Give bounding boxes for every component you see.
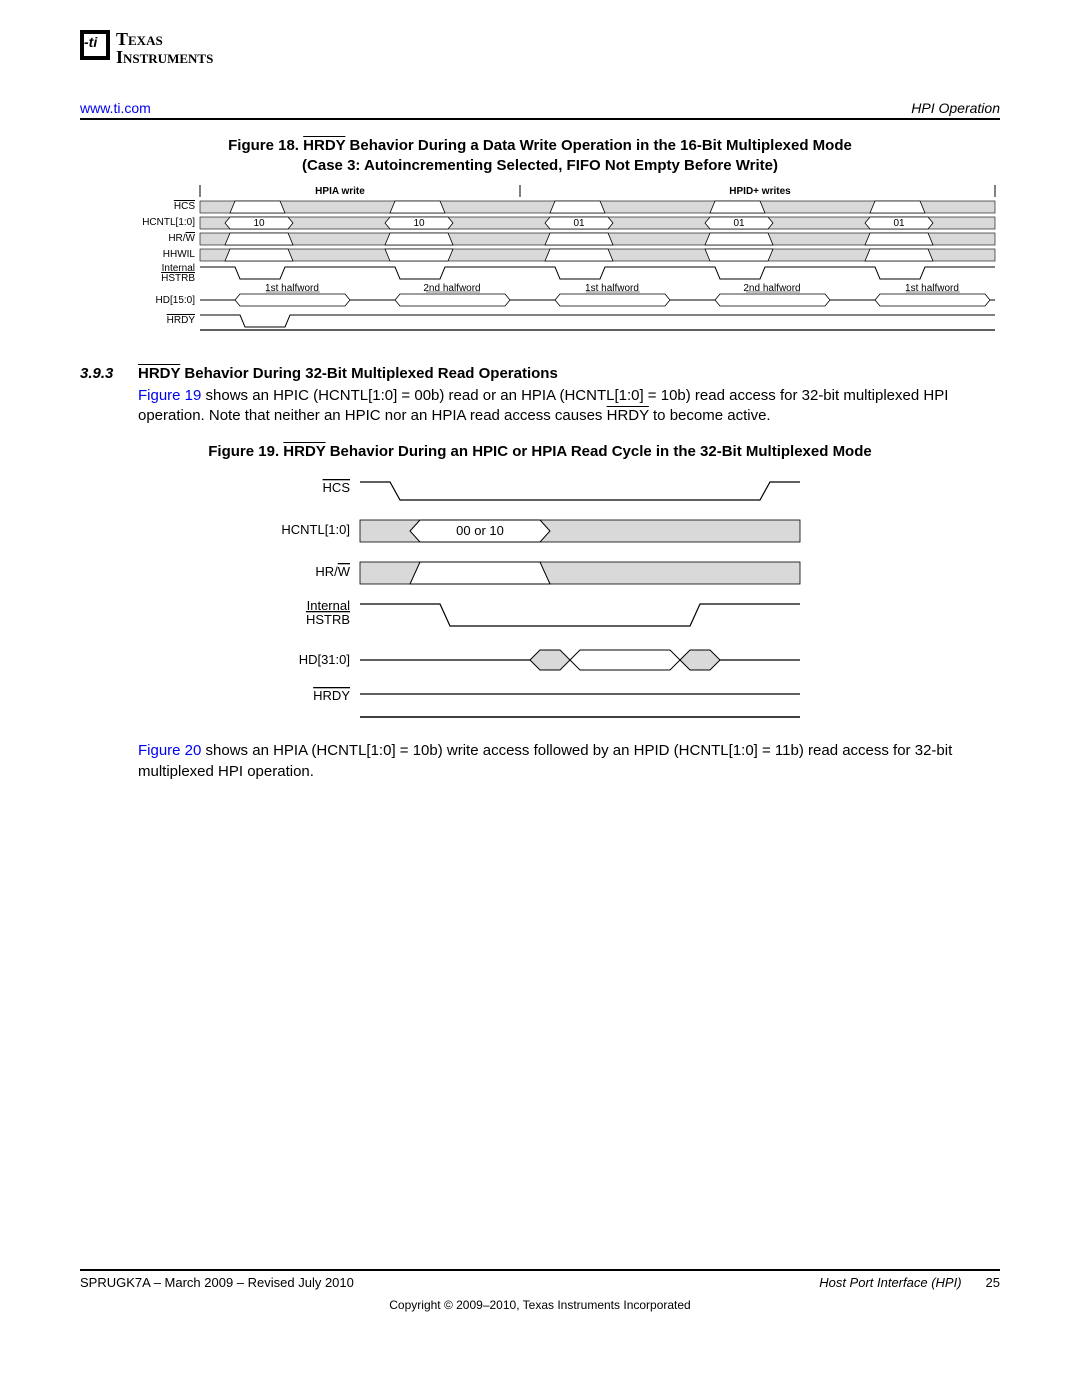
section-heading: 3.9.3 HRDY Behavior During 32-Bit Multip… — [80, 365, 1000, 382]
figure19-diagram: HCS HCNTL[1:0] 00 or 10 HR/W Internal HS… — [260, 472, 820, 737]
logo-text: Texas Instruments — [116, 30, 213, 66]
svg-text:2nd halfword: 2nd halfword — [423, 283, 480, 294]
svg-text:00 or 10: 00 or 10 — [456, 523, 504, 538]
site-url[interactable]: www.ti.com — [80, 100, 151, 116]
section-title: HRDY Behavior During 32-Bit Multiplexed … — [138, 365, 558, 382]
page: Texas Instruments www.ti.com HPI Operati… — [0, 0, 1080, 1340]
svg-text:01: 01 — [893, 218, 905, 229]
svg-text:01: 01 — [733, 218, 745, 229]
fig18-label-hpid: HPID+ writes — [729, 186, 791, 197]
svg-text:10: 10 — [253, 218, 265, 229]
svg-text:HCNTL[1:0]: HCNTL[1:0] — [142, 217, 195, 228]
ti-chip-icon — [80, 30, 110, 60]
paragraph-1: Figure 19 shows an HPIC (HCNTL[1:0] = 00… — [138, 386, 1000, 427]
svg-text:HD[15:0]: HD[15:0] — [156, 295, 196, 306]
svg-text:HD[31:0]: HD[31:0] — [299, 652, 350, 667]
svg-text:10: 10 — [413, 218, 425, 229]
footer-bar: SPRUGK7A – March 2009 – Revised July 201… — [80, 1269, 1000, 1290]
doc-id: SPRUGK7A – March 2009 – Revised July 201… — [80, 1275, 354, 1290]
svg-text:HSTRB: HSTRB — [161, 273, 195, 284]
svg-text:HCS: HCS — [174, 201, 195, 212]
svg-text:Internal: Internal — [307, 598, 350, 613]
figure19-link[interactable]: Figure 19 — [138, 387, 201, 404]
section-number: 3.9.3 — [80, 365, 138, 382]
copyright: Copyright © 2009–2010, Texas Instruments… — [0, 1298, 1080, 1312]
paragraph-2: Figure 20 shows an HPIA (HCNTL[1:0] = 10… — [138, 741, 1000, 782]
svg-text:HRDY: HRDY — [313, 688, 350, 703]
svg-text:HR/W: HR/W — [168, 233, 195, 244]
svg-text:HSTRB: HSTRB — [306, 612, 350, 627]
svg-text:01: 01 — [573, 218, 585, 229]
svg-text:2nd halfword: 2nd halfword — [743, 283, 800, 294]
fig18-label-hpia: HPIA write — [315, 186, 365, 197]
svg-text:1st halfword: 1st halfword — [265, 283, 319, 294]
logo: Texas Instruments — [80, 30, 1000, 80]
svg-text:1st halfword: 1st halfword — [585, 283, 639, 294]
footer-right: Host Port Interface (HPI)25 — [819, 1275, 1000, 1290]
svg-text:HHWIL: HHWIL — [163, 249, 196, 260]
svg-text:HCS: HCS — [323, 480, 351, 495]
figure20-link[interactable]: Figure 20 — [138, 742, 201, 759]
figure18-caption: Figure 18. HRDY Behavior During a Data W… — [80, 136, 1000, 177]
svg-text:HCNTL[1:0]: HCNTL[1:0] — [281, 522, 350, 537]
svg-text:1st halfword: 1st halfword — [905, 283, 959, 294]
section-name: HPI Operation — [911, 100, 1000, 116]
svg-text:HR/W: HR/W — [315, 564, 350, 579]
svg-text:HRDY: HRDY — [167, 315, 196, 326]
figure19-caption: Figure 19. HRDY Behavior During an HPIC … — [80, 442, 1000, 462]
header-bar: www.ti.com HPI Operation — [80, 100, 1000, 120]
figure18-diagram: HPIA write HPID+ writes HCS HCNTL[1:0] — [140, 185, 1000, 345]
